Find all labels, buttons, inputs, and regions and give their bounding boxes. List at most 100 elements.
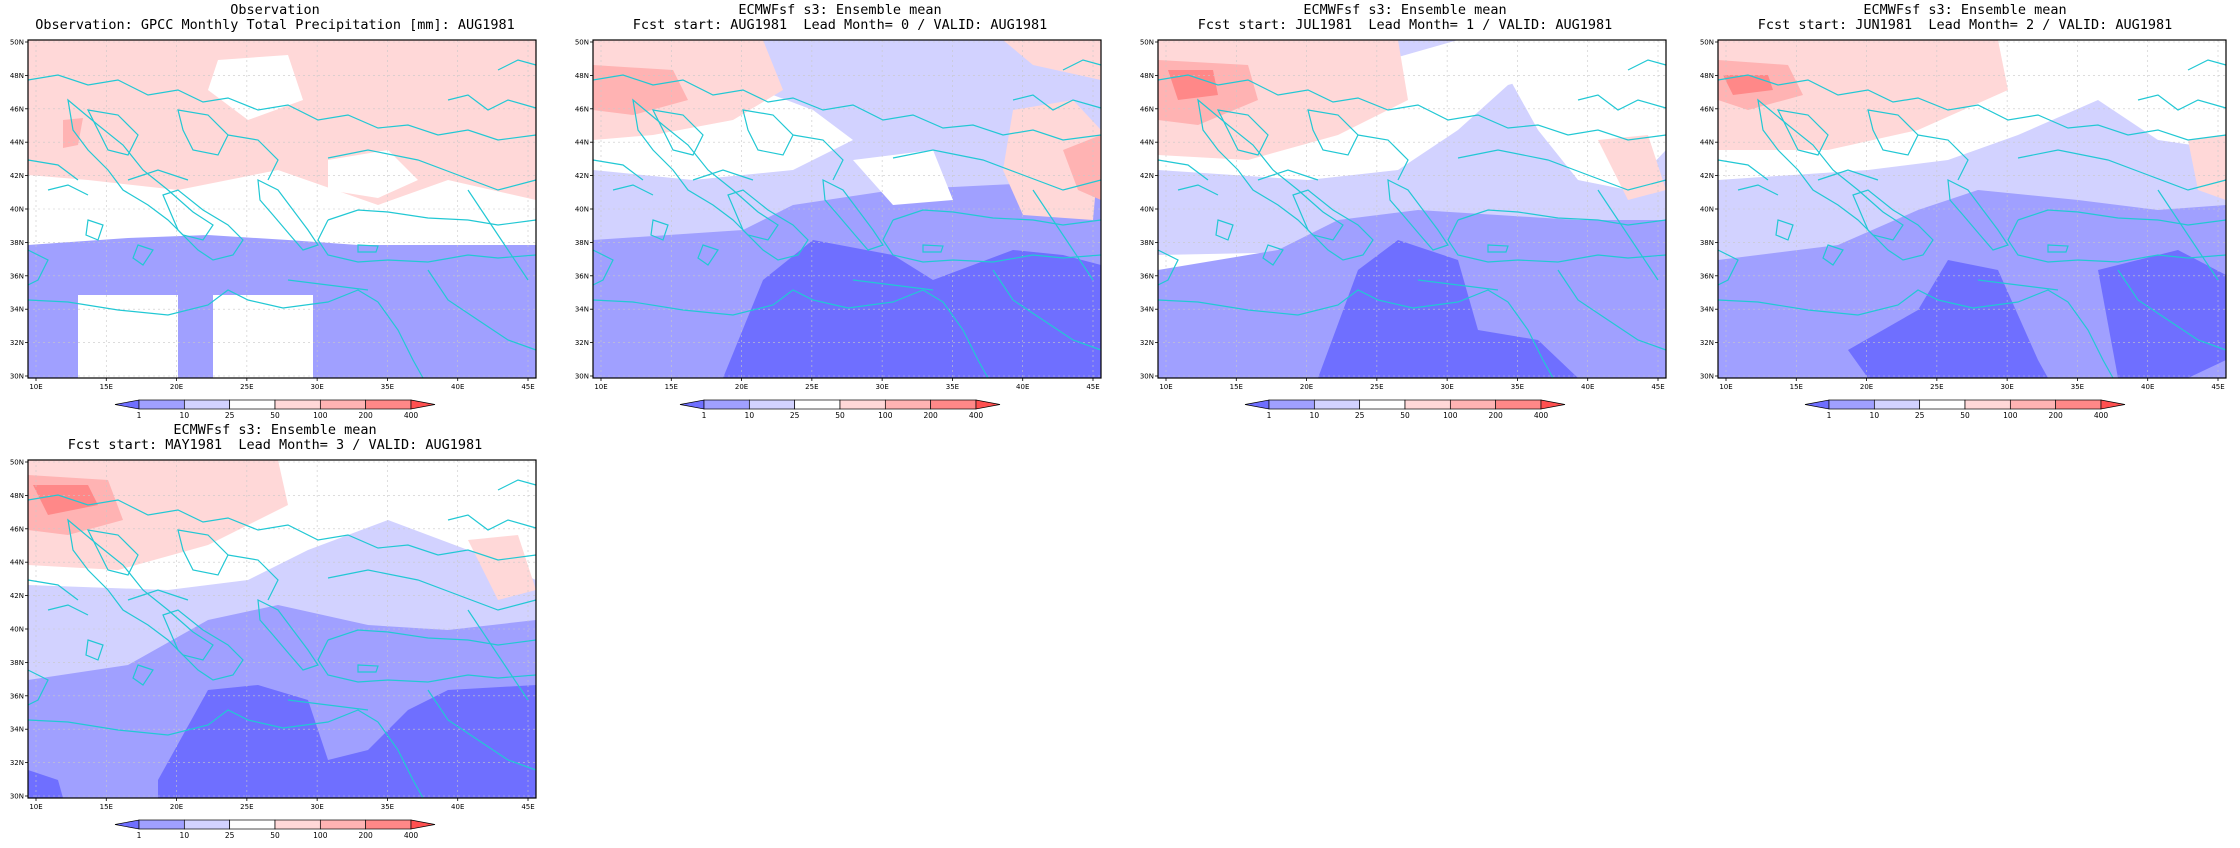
map-panel-observation: Observation Observation: GPCC Monthly To… <box>0 0 550 420</box>
colorbar-label: 100 <box>2003 411 2018 420</box>
coastline <box>67 518 214 661</box>
coastline <box>592 74 1102 141</box>
colorbar-segment <box>274 399 321 410</box>
lat-tick-label: 44N <box>10 559 24 567</box>
lon-tick-label: 35E <box>946 383 959 391</box>
lat-tick-label: 30N <box>1700 373 1714 381</box>
lat-tick-label: 42N <box>1700 172 1714 180</box>
colorbar-segment <box>884 399 932 410</box>
coastline <box>1577 94 1667 111</box>
lat-tick-label: 50N <box>1140 39 1154 47</box>
coastline <box>27 159 79 181</box>
precip-contour-region <box>328 150 418 198</box>
map-panel-lead-3: ECMWFsf s3: Ensemble mean Fcst start: MA… <box>0 420 550 840</box>
coastline <box>1717 74 2227 141</box>
precip-field <box>593 40 1101 378</box>
colorbar-label: 200 <box>924 411 939 420</box>
lon-tick-label: 10E <box>29 803 42 811</box>
colorbar-label: 400 <box>2094 411 2109 420</box>
lon-tick-label: 10E <box>1719 383 1732 391</box>
lat-tick-label: 34N <box>1140 306 1154 314</box>
coastline <box>2137 94 2227 111</box>
lat-tick-label: 48N <box>1700 72 1714 80</box>
graticule <box>28 40 536 378</box>
coastline <box>327 629 537 646</box>
lat-tick-label: 48N <box>1140 72 1154 80</box>
colorbar-label: 400 <box>1534 411 1549 420</box>
coastline <box>467 189 529 281</box>
coastlines <box>1717 59 2227 379</box>
coastline <box>1597 189 1659 281</box>
graticule <box>1158 40 1666 378</box>
coastline <box>1387 178 1449 251</box>
coastline <box>1177 184 1219 196</box>
colorbar-label: 25 <box>225 411 235 420</box>
lon-tick-label: 10E <box>594 383 607 391</box>
lat-tick-label: 50N <box>575 39 589 47</box>
colorbar-legend: 1 10 25 50 100 200 400 <box>679 399 1001 420</box>
panel-subtitle: Fcst start: JUN1981 Lead Month= 2 / VALI… <box>1757 17 2173 33</box>
coastline <box>1717 249 1739 286</box>
lat-tick-label: 42N <box>575 172 589 180</box>
coastline <box>1357 134 1409 181</box>
lat-tick-label: 38N <box>575 239 589 247</box>
coastline <box>892 209 1102 226</box>
lat-tick-label: 50N <box>10 39 24 47</box>
colorbar-label: 1 <box>702 411 707 420</box>
colorbar-label: 400 <box>404 831 419 840</box>
lat-tick-label: 50N <box>1700 39 1714 47</box>
precip-contour-region <box>213 295 313 378</box>
colorbar-segment <box>114 399 140 410</box>
lat-tick-label: 44N <box>575 139 589 147</box>
colorbar-label: 50 <box>835 411 845 420</box>
coastlines <box>1157 59 1667 379</box>
colorbar-segment <box>1873 399 1921 410</box>
colorbar-segment <box>1964 399 2011 410</box>
coastline <box>822 178 884 251</box>
lon-tick-label: 15E <box>1790 383 1803 391</box>
coastline <box>592 159 644 181</box>
graticule <box>1718 40 2226 378</box>
colorbar-label: 200 <box>1489 411 1504 420</box>
coastline <box>1557 269 1667 351</box>
lat-tick-label: 44N <box>1140 139 1154 147</box>
precip-contour-region <box>1063 135 1101 200</box>
colorbar-segment <box>1495 399 1542 410</box>
colorbar-legend: 1 10 25 50 100 200 400 <box>1804 399 2126 420</box>
lat-tick-label: 38N <box>1140 239 1154 247</box>
lon-tick-label: 45E <box>521 383 534 391</box>
panel-subtitle: Fcst start: AUG1981 Lead Month= 0 / VALI… <box>632 17 1048 33</box>
lat-tick-label: 38N <box>1700 239 1714 247</box>
colorbar-segment <box>2009 399 2057 410</box>
lat-tick-label: 32N <box>1140 339 1154 347</box>
coastline <box>1062 59 1102 71</box>
colorbar-label: 200 <box>359 411 374 420</box>
colorbar-label: 100 <box>1443 411 1458 420</box>
coastline <box>27 249 49 286</box>
lon-tick-label: 20E <box>1860 383 1873 391</box>
coastline <box>377 301 424 379</box>
precip-contour-region <box>2098 250 2226 378</box>
coastline <box>882 219 1102 263</box>
colorbar-segment <box>1244 399 1270 410</box>
precip-contour-region <box>1168 70 1218 100</box>
coastline <box>327 149 537 191</box>
graticule <box>28 460 536 798</box>
coastline <box>447 94 537 111</box>
coastline <box>447 514 537 531</box>
colorbar-label: 50 <box>1960 411 1970 420</box>
coastline <box>1947 178 2009 251</box>
colorbar-label: 25 <box>1915 411 1925 420</box>
coastline <box>2017 149 2227 191</box>
colorbar-segment <box>2055 399 2102 410</box>
precip-contour-region <box>1003 40 1101 80</box>
lon-tick-label: 30E <box>875 383 888 391</box>
coastline <box>127 589 189 601</box>
colorbar-segment <box>229 819 276 830</box>
coastline <box>1627 59 1667 71</box>
coastline <box>1197 98 1344 241</box>
precip-contour-region <box>33 485 98 515</box>
colorbar-segment <box>2100 399 2126 410</box>
lat-tick-label: 36N <box>575 272 589 280</box>
coastline <box>1216 109 1269 156</box>
